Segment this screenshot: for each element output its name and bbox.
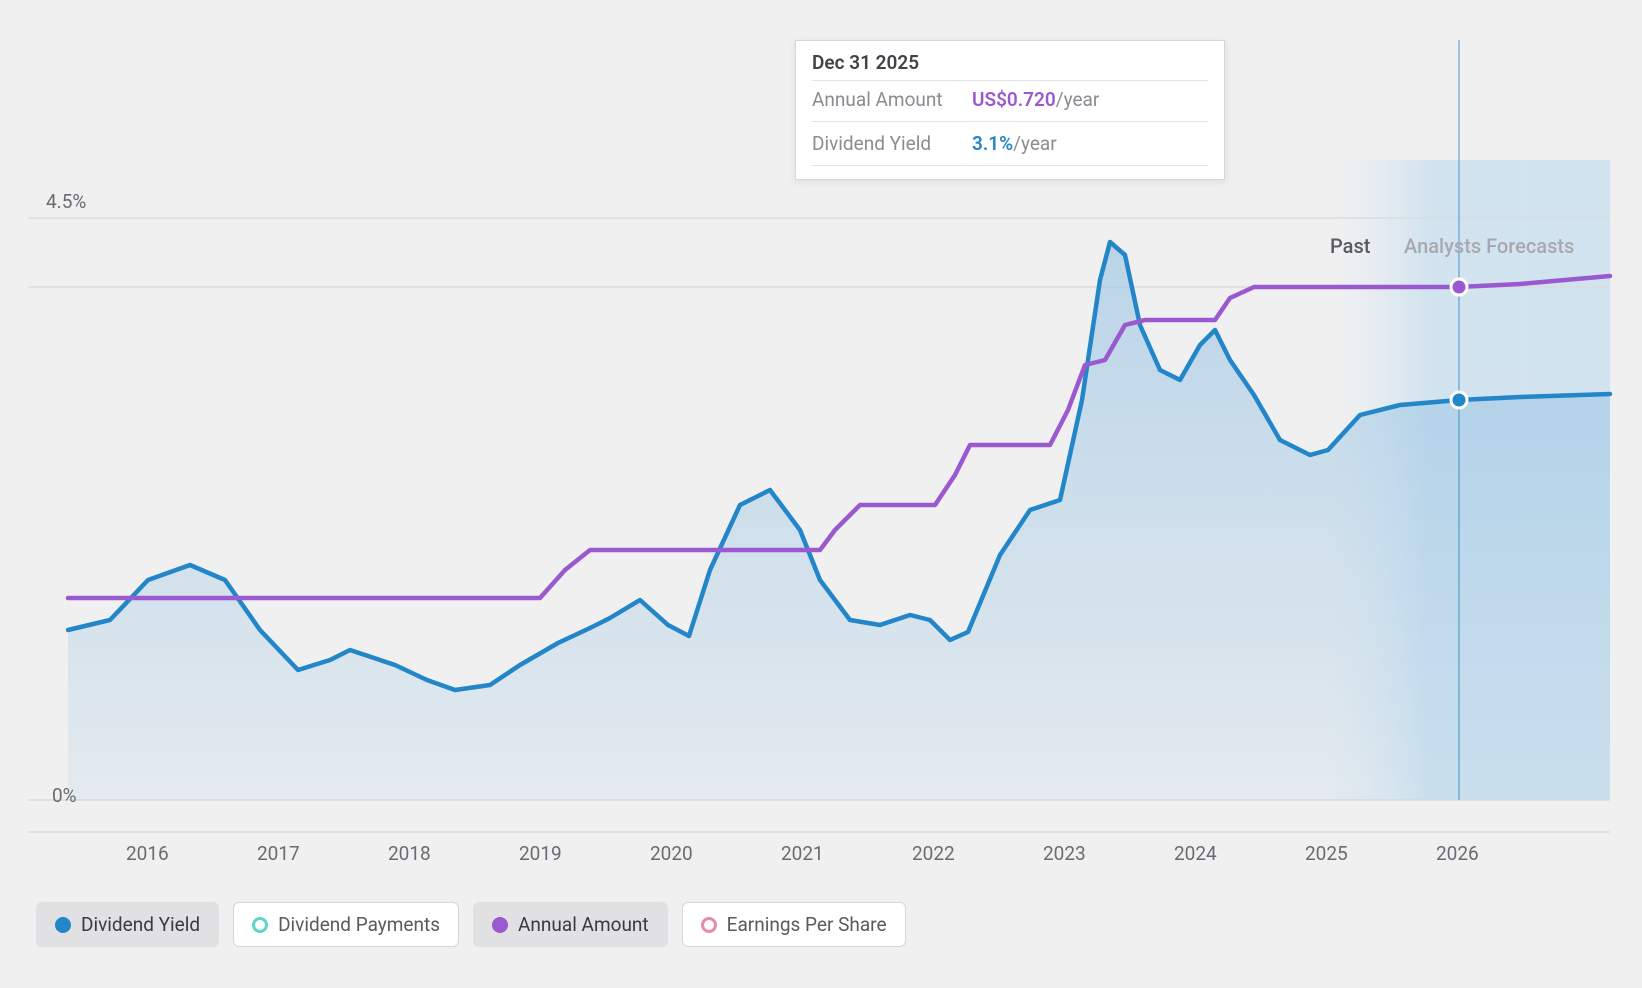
tooltip-row-value: 3.1%/year <box>972 129 1208 158</box>
y-axis-max: 4.5% <box>46 190 86 213</box>
tooltip-date: Dec 31 2025 <box>812 51 1208 74</box>
legend-marker-icon <box>252 917 268 933</box>
x-axis-year: 2024 <box>1174 842 1217 865</box>
x-axis-year: 2022 <box>912 842 955 865</box>
legend-item-label: Dividend Yield <box>81 913 200 936</box>
x-axis-year: 2025 <box>1305 842 1348 865</box>
x-axis-year: 2020 <box>650 842 693 865</box>
x-axis-year: 2021 <box>781 842 824 865</box>
x-axis-year: 2017 <box>257 842 300 865</box>
tooltip-row-label: Annual Amount <box>812 85 972 114</box>
legend-item-label: Annual Amount <box>518 913 649 936</box>
x-axis-year: 2019 <box>519 842 562 865</box>
legend-item-annual-amount[interactable]: Annual Amount <box>473 902 668 947</box>
legend-item-dividend-payments[interactable]: Dividend Payments <box>233 902 459 947</box>
legend-marker-icon <box>55 917 71 933</box>
legend-item-earnings-per-share[interactable]: Earnings Per Share <box>682 902 906 947</box>
legend-item-dividend-yield[interactable]: Dividend Yield <box>36 902 219 947</box>
forecast-label: Analysts Forecasts <box>1404 234 1574 258</box>
x-axis-year: 2023 <box>1043 842 1086 865</box>
x-axis-year: 2026 <box>1436 842 1479 865</box>
legend-item-label: Dividend Payments <box>278 913 440 936</box>
tooltip-row-label: Dividend Yield <box>812 129 972 158</box>
legend: Dividend Yield Dividend Payments Annual Am… <box>36 902 906 947</box>
x-axis-year: 2018 <box>388 842 431 865</box>
x-axis-year: 2016 <box>126 842 169 865</box>
y-axis-min: 0% <box>52 784 77 807</box>
tooltip: Dec 31 2025 Annual AmountUS$0.720/yearDi… <box>795 40 1225 180</box>
legend-item-label: Earnings Per Share <box>727 913 887 936</box>
legend-marker-icon <box>492 917 508 933</box>
legend-marker-icon <box>701 917 717 933</box>
past-label: Past <box>1330 234 1370 258</box>
tooltip-row-value: US$0.720/year <box>972 85 1208 114</box>
dividend-chart: Past Analysts Forecasts 4.5% 0% 2016 2017… <box>0 0 1642 988</box>
